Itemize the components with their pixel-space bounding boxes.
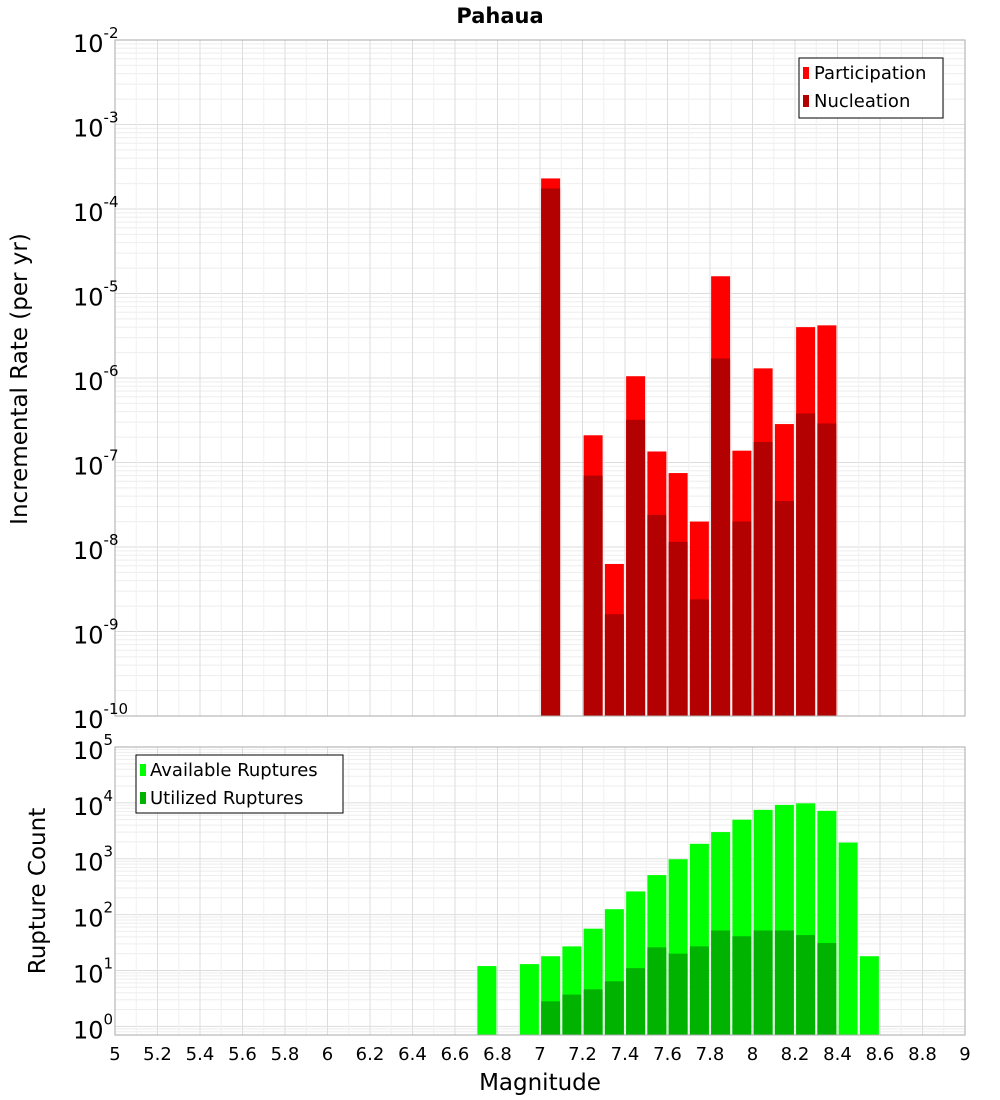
count-bar-b [753, 930, 773, 1035]
count-bar-b [796, 935, 816, 1035]
legend-swatch-available [140, 764, 146, 776]
legend-swatch-nucleation [803, 95, 809, 107]
count-bar-a [859, 956, 879, 1035]
count-y-tick-label: 103 [73, 843, 113, 877]
count-bar-b [626, 968, 646, 1035]
count-bar-b [562, 994, 582, 1035]
count-legend-box [135, 754, 344, 814]
rate-gridlines [114, 39, 966, 717]
rate-bar-b [541, 188, 561, 717]
rate-y-tick-label: 10-6 [73, 362, 119, 396]
rate-y-tick-label: 10-5 [73, 278, 119, 312]
count-bar-b [668, 953, 688, 1035]
count-bar-a [477, 966, 497, 1035]
count-bar-b [711, 930, 731, 1035]
rate-y-tick-label: 10-9 [73, 616, 119, 650]
x-tick-label: 6.8 [483, 1044, 512, 1065]
count-legend: Available Ruptures Utilized Ruptures [135, 754, 344, 814]
count-bar-b [583, 989, 603, 1035]
magnitude-x-ticks: 5 5.2 5.4 5.6 5.8 6 6.2 6.4 6.6 6.8 7 7.2 7.4 7.6 7.8 8… [109, 1044, 970, 1065]
x-tick-label: 5.4 [186, 1044, 215, 1065]
chart-title: Pahaua [456, 4, 543, 28]
rate-bar-b [711, 358, 731, 716]
count-y-tick-label: 101 [73, 954, 113, 988]
rate-bar-b [753, 441, 773, 716]
rate-plot-frame [114, 39, 966, 717]
x-tick-label: 8.6 [866, 1044, 895, 1065]
x-tick-label: 7.4 [611, 1044, 640, 1065]
rate-y-tick-label: 10-10 [73, 700, 128, 734]
x-tick-label: 5.6 [228, 1044, 257, 1065]
x-tick-label: 7.6 [653, 1044, 682, 1065]
rate-legend: Participation Nucleation [798, 57, 944, 119]
x-tick-label: 7.2 [568, 1044, 597, 1065]
legend-swatch-participation [803, 67, 809, 79]
rate-legend-box [798, 57, 944, 119]
count-plot: 100 101 102 103 104 105 5 5.2 5.4 5.6 5.8 6 6.2 6.4 6… [25, 731, 971, 1096]
count-bar-b [732, 936, 752, 1035]
x-tick-label: 8.2 [781, 1044, 810, 1065]
rate-bar-b [774, 501, 794, 716]
count-plot-frame [114, 746, 966, 1036]
legend-swatch-utilized [140, 792, 146, 804]
rate-bar-b [668, 541, 688, 716]
x-tick-label: 6.4 [398, 1044, 427, 1065]
rate-y-tick-label: 10-2 [73, 24, 119, 58]
x-tick-label: 5 [109, 1044, 120, 1065]
rate-y-tick-label: 10-4 [73, 193, 119, 227]
x-tick-label: 7 [534, 1044, 545, 1065]
count-bar-b [689, 946, 709, 1035]
count-y-tick-label: 104 [73, 787, 113, 821]
x-tick-label: 8.4 [823, 1044, 852, 1065]
rate-y-tick-label: 10-8 [73, 531, 119, 565]
x-tick-label: 9 [959, 1044, 970, 1065]
legend-label-utilized: Utilized Ruptures [150, 788, 303, 809]
count-y-tick-label: 102 [73, 899, 113, 933]
count-y-tick-label: 105 [73, 731, 113, 765]
rate-plot: 10-10 10-9 10-8 10-7 10-6 10-5 10-4 10-3 10-2 In… [7, 24, 966, 734]
rate-bars [541, 178, 837, 717]
x-tick-label: 6.6 [441, 1044, 470, 1065]
rate-bar-b [732, 521, 752, 716]
x-tick-label: 5.8 [271, 1044, 300, 1065]
rate-bar-b [817, 423, 837, 716]
count-y-tick-label: 100 [73, 1010, 113, 1044]
x-tick-label: 6 [322, 1044, 333, 1065]
rate-bar-b [583, 475, 603, 716]
count-bar-b [541, 1001, 561, 1035]
rate-bar-b [604, 614, 624, 716]
x-tick-label: 6.2 [356, 1044, 385, 1065]
x-tick-label: 7.8 [696, 1044, 725, 1065]
legend-label-available: Available Ruptures [150, 760, 318, 781]
rate-bar-b [689, 599, 709, 716]
rate-bar-b [796, 413, 816, 716]
count-y-axis-label: Rupture Count [25, 808, 51, 974]
rate-y-tick-label: 10-3 [73, 109, 119, 143]
count-y-ticks: 100 101 102 103 104 105 [73, 731, 113, 1044]
legend-label-nucleation: Nucleation [814, 91, 910, 112]
count-bar-b [817, 943, 837, 1035]
count-bar-a [838, 842, 858, 1035]
rate-bar-b [626, 419, 646, 716]
count-bar-b [647, 947, 667, 1035]
x-tick-label: 8.8 [908, 1044, 937, 1065]
rate-y-axis-label: Incremental Rate (per yr) [7, 233, 33, 525]
rate-y-tick-label: 10-7 [73, 447, 119, 481]
x-tick-label: 8 [747, 1044, 758, 1065]
x-tick-label: 5.2 [143, 1044, 172, 1065]
count-bar-b [774, 930, 794, 1035]
x-axis-label: Magnitude [479, 1070, 601, 1096]
count-bar-a [519, 964, 539, 1035]
rate-bar-b [647, 514, 667, 716]
count-bar-b [604, 981, 624, 1035]
count-bars [477, 803, 879, 1035]
legend-label-participation: Participation [814, 63, 926, 84]
